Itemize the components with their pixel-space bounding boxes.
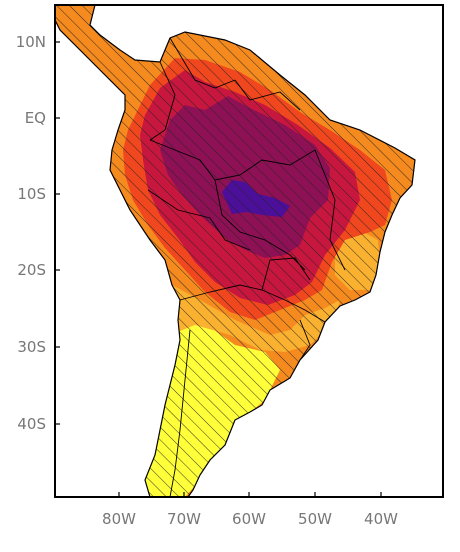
country-borders	[147, 37, 346, 498]
lon-label-40w: 40W	[364, 510, 398, 528]
lat-ticks	[55, 41, 60, 425]
lat-label-20s: 20S	[17, 261, 46, 279]
lon-label-60w: 60W	[232, 510, 266, 528]
lon-label-80w: 80W	[102, 510, 136, 528]
lat-label-30s: 30S	[17, 338, 46, 356]
lat-label-eq: EQ	[25, 109, 46, 127]
coastline	[54, 4, 416, 498]
lon-ticks	[118, 492, 382, 497]
lat-label-10s: 10S	[17, 185, 46, 203]
lat-label-10n: 10N	[16, 33, 46, 51]
lon-label-50w: 50W	[298, 510, 332, 528]
lon-label-70w: 70W	[167, 510, 201, 528]
lat-label-40s: 40S	[17, 415, 46, 433]
